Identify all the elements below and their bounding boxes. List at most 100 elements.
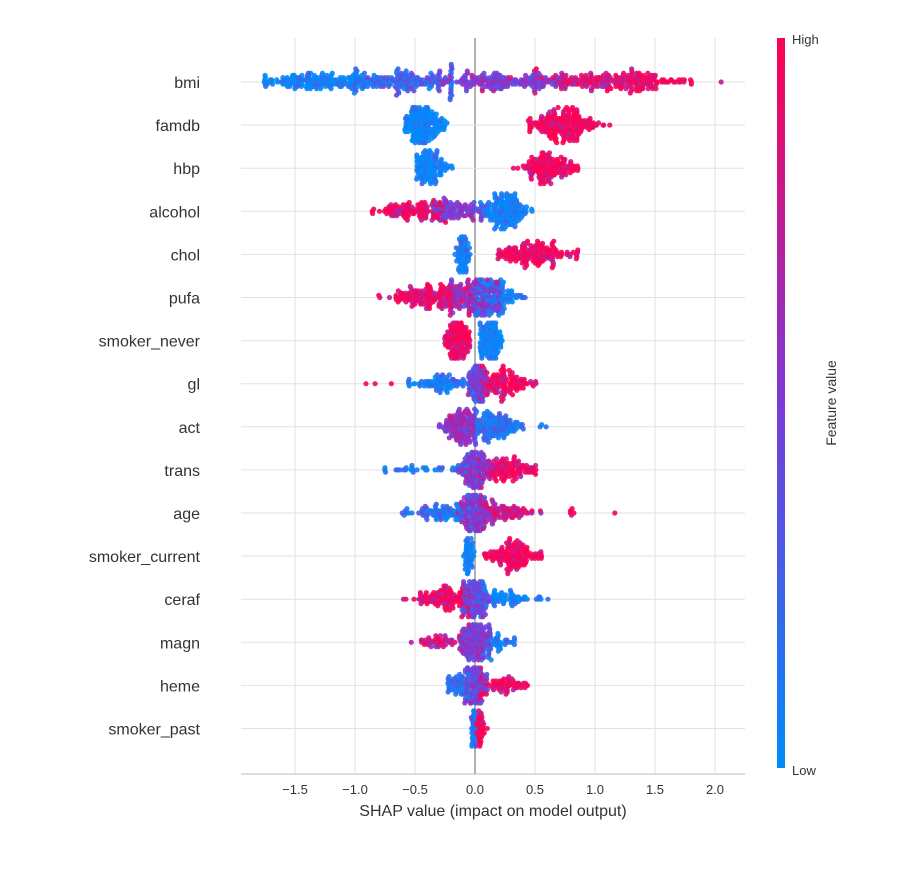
shap-point [280, 81, 286, 87]
shap-point [501, 435, 507, 441]
shap-point [516, 680, 522, 686]
shap-point [433, 501, 439, 507]
shap-point [464, 525, 470, 532]
shap-point [539, 422, 545, 428]
x-tick-label: 1.0 [586, 782, 604, 797]
shap-point [457, 590, 463, 596]
shap-point [484, 370, 490, 376]
shap-point [544, 245, 550, 251]
shap-point [518, 77, 524, 83]
shap-point [507, 417, 513, 423]
shap-point [467, 439, 473, 445]
colorbar-high-label: High [792, 32, 819, 47]
shap-point [506, 245, 512, 251]
x-tick-label: 0.0 [466, 782, 484, 797]
shap-point [481, 204, 488, 210]
shap-point [434, 215, 441, 221]
shap-point [433, 633, 439, 639]
shap-point [477, 320, 483, 326]
shap-point [486, 383, 492, 389]
shap-point [429, 109, 435, 115]
shap-point [530, 72, 536, 78]
shap-point [319, 70, 326, 76]
shap-point [409, 510, 415, 516]
shap-point [501, 292, 507, 298]
shap-point [438, 517, 444, 523]
shap-point [435, 644, 442, 650]
shap-point [495, 219, 501, 225]
shap-point [349, 86, 355, 92]
shap-point [437, 199, 443, 206]
shap-point [471, 394, 477, 400]
shap-point [529, 120, 536, 126]
shap-point [430, 512, 436, 518]
shap-point [498, 430, 504, 436]
shap-point [484, 277, 490, 283]
shap-point [460, 81, 466, 87]
shap-point [521, 562, 527, 568]
shap-point [627, 90, 633, 96]
shap-point [509, 392, 516, 398]
shap-point [530, 383, 536, 389]
shap-point [537, 508, 543, 514]
shap-point [487, 217, 494, 223]
shap-point [395, 66, 401, 72]
shap-point [533, 462, 539, 469]
shap-point [386, 83, 392, 89]
shap-point [421, 641, 428, 648]
shap-point [567, 254, 573, 260]
shap-point [519, 81, 526, 87]
shap-point [459, 437, 465, 443]
shap-point [428, 644, 434, 650]
shap-point [460, 383, 466, 389]
shap-point [416, 596, 422, 602]
shap-point [360, 83, 366, 89]
shap-point [438, 592, 445, 598]
shap-point [413, 176, 420, 182]
shap-point [551, 107, 557, 113]
shap-point [365, 83, 371, 89]
shap-point [505, 460, 512, 466]
shap-point [396, 206, 403, 212]
shap-point [465, 665, 471, 671]
shap-point [574, 163, 580, 169]
shap-point [417, 383, 423, 389]
x-tick-label: −1.0 [342, 782, 368, 797]
shap-point [538, 549, 544, 555]
shap-point [536, 86, 542, 92]
shap-point [502, 297, 509, 303]
feature-label-gl: gl [188, 377, 200, 394]
shap-point [525, 256, 532, 262]
shap-point [466, 329, 472, 335]
shap-point [444, 389, 450, 396]
shap-point [448, 215, 454, 221]
shap-point [495, 648, 501, 654]
shap-point [457, 633, 463, 639]
shap-point [498, 333, 504, 339]
shap-point [409, 462, 415, 469]
shap-point [527, 129, 533, 135]
shap-point [455, 462, 461, 469]
shap-point [512, 562, 518, 568]
shap-point [440, 372, 446, 378]
shap-point [566, 131, 572, 137]
shap-point [470, 433, 476, 439]
shap-point [378, 83, 384, 89]
shap-point [395, 288, 401, 294]
shap-point [461, 303, 467, 309]
shap-point [406, 297, 412, 303]
shap-point [267, 77, 273, 83]
shap-point [587, 115, 593, 122]
shap-point [520, 426, 526, 432]
shap-point [561, 113, 567, 119]
shap-point [575, 247, 581, 253]
shap-point [438, 156, 444, 162]
shap-point [489, 413, 495, 419]
shap-point [466, 312, 472, 318]
shap-point [613, 83, 619, 89]
shap-point [444, 637, 450, 643]
shap-point [472, 312, 479, 318]
shap-point [382, 469, 389, 475]
shap-point [411, 88, 417, 94]
shap-point [447, 587, 453, 594]
